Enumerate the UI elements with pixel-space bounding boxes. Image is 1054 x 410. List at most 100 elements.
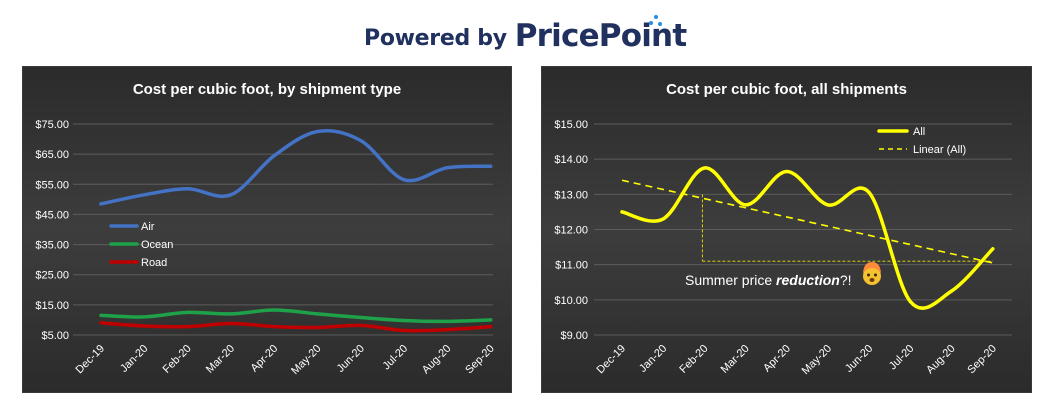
emoji-eye [874, 273, 877, 277]
data-point-road [315, 325, 320, 330]
data-point-road [229, 321, 233, 326]
right-x-tick-label: Jul-20 [887, 343, 917, 373]
data-point-air [315, 129, 320, 134]
data-point-road [445, 327, 449, 332]
right-x-tick-label: Feb-20 [677, 343, 710, 376]
left-x-tick-label: Feb-20 [161, 343, 194, 376]
data-point-all [620, 210, 624, 214]
left-x-tick-label: Jan-20 [118, 343, 150, 375]
data-point-all [661, 217, 665, 221]
left-x-tick-label: Aug-20 [420, 343, 454, 377]
legend-label-all: All [913, 126, 925, 138]
chart-right-svg: $15.00 $14.00 $13.00 $12.00 $11.00 $10.00 $9.0… [554, 119, 1012, 377]
series-line-road [99, 321, 493, 333]
trendline-linear-all [621, 179, 993, 264]
data-point-air [445, 166, 449, 170]
right-x-tick-label: Jun-20 [843, 343, 875, 375]
emoji-mouth [869, 278, 875, 282]
left-x-tick-label: May-20 [289, 343, 323, 377]
legend-label-air: Air [141, 221, 155, 233]
right-y-tick-label: $10.00 [554, 295, 588, 307]
data-point-all [867, 190, 871, 195]
series-line-all [620, 166, 995, 310]
right-y-tick-label: $13.00 [554, 189, 588, 201]
data-point-ocean [402, 318, 406, 323]
data-point-all [908, 299, 912, 304]
data-point-ocean [359, 315, 363, 320]
legend-label-linear-all: Linear (All) [913, 144, 966, 156]
right-x-tick-label: Dec-19 [595, 343, 629, 377]
left-y-tick-label: $15.00 [35, 300, 69, 312]
data-point-air [142, 193, 146, 197]
series-line-ocean [99, 308, 493, 324]
brand-prefix: Powered by [364, 26, 507, 51]
data-point-all [744, 203, 748, 207]
data-point-all [785, 169, 789, 174]
annotation-text: Summer price reduction?! [685, 272, 852, 288]
left-y-tick-label: $5.00 [41, 330, 69, 342]
annotation-text-emphasis: reduction [776, 272, 840, 288]
data-point-air [229, 193, 233, 197]
data-point-ocean [489, 318, 493, 322]
left-x-tick-label: Apr-20 [248, 343, 280, 375]
data-point-ocean [445, 319, 449, 324]
data-point-air [402, 178, 406, 182]
emoji-blast [863, 262, 881, 273]
left-x-tick-label: Dec-19 [74, 343, 108, 377]
data-point-road [359, 323, 363, 327]
data-point-air [359, 138, 363, 143]
data-point-all [950, 289, 954, 293]
chart-cost-all-shipments: $15.00 $14.00 $13.00 $12.00 $11.00 $10.00 $9.0… [541, 66, 1032, 393]
brand-dots-icon [648, 15, 663, 29]
left-y-tick-label: $65.00 [35, 149, 69, 161]
left-x-tick-label: Mar-20 [204, 343, 237, 376]
emoji-face [863, 267, 881, 285]
data-point-road [489, 324, 493, 329]
right-x-tick-label: Sep-20 [965, 343, 999, 377]
data-point-all [826, 203, 830, 207]
annotation-text-part: ?! [840, 272, 852, 288]
right-y-tick-label: $14.00 [554, 154, 588, 166]
left-y-tick-label: $25.00 [35, 270, 69, 282]
left-y-tick-label: $75.00 [35, 119, 69, 131]
annotation-text-part: Summer price [685, 272, 776, 288]
data-point-all [991, 247, 995, 251]
left-x-tick-label: Sep-20 [463, 343, 497, 377]
right-y-tick-label: $15.00 [554, 119, 588, 131]
emoji-eye [867, 273, 870, 277]
data-point-air [489, 164, 493, 168]
right-x-tick-label: Jan-20 [637, 343, 669, 375]
right-y-tick-label: $12.00 [554, 225, 588, 237]
left-y-tick-label: $35.00 [35, 240, 69, 252]
right-x-tick-label: May-20 [800, 343, 834, 377]
chart-left-title: Cost per cubic foot, by shipment type [132, 81, 402, 98]
data-point-road [402, 328, 406, 333]
data-point-ocean [229, 312, 233, 316]
data-point-ocean [315, 312, 320, 316]
data-point-road [186, 324, 190, 329]
legend-label-ocean: Ocean [141, 239, 173, 251]
left-y-tick-label: $55.00 [35, 179, 69, 191]
data-point-all [702, 166, 706, 170]
branding: Powered by PricePoint [0, 15, 1054, 66]
exploding-head-icon [863, 262, 881, 285]
right-y-tick-label: $9.00 [560, 330, 588, 342]
series-line-air [99, 128, 493, 206]
right-x-tick-label: Apr-20 [761, 343, 793, 375]
data-point-air [186, 187, 190, 191]
left-x-tick-label: Jul-20 [381, 343, 411, 373]
data-point-air [99, 202, 103, 206]
right-x-tick-label: Mar-20 [719, 343, 752, 376]
left-x-tick-label: Jun-20 [335, 343, 367, 375]
data-point-ocean [186, 310, 190, 314]
right-y-tick-label: $11.00 [555, 260, 588, 272]
data-point-road [99, 321, 103, 325]
right-x-tick-label: Aug-20 [924, 343, 958, 377]
legend-label-road: Road [141, 257, 167, 269]
data-point-ocean [99, 313, 103, 318]
brand-name: PricePoint [515, 15, 687, 54]
data-point-road [142, 324, 146, 328]
chart-left-svg: $75.00 $65.00 $55.00 $45.00 $35.00 $25.00 $15.… [35, 119, 497, 377]
data-point-road [272, 324, 276, 329]
chart-cost-by-shipment-type: $75.00 $65.00 $55.00 $45.00 $35.00 $25.00 $15.… [22, 66, 512, 393]
